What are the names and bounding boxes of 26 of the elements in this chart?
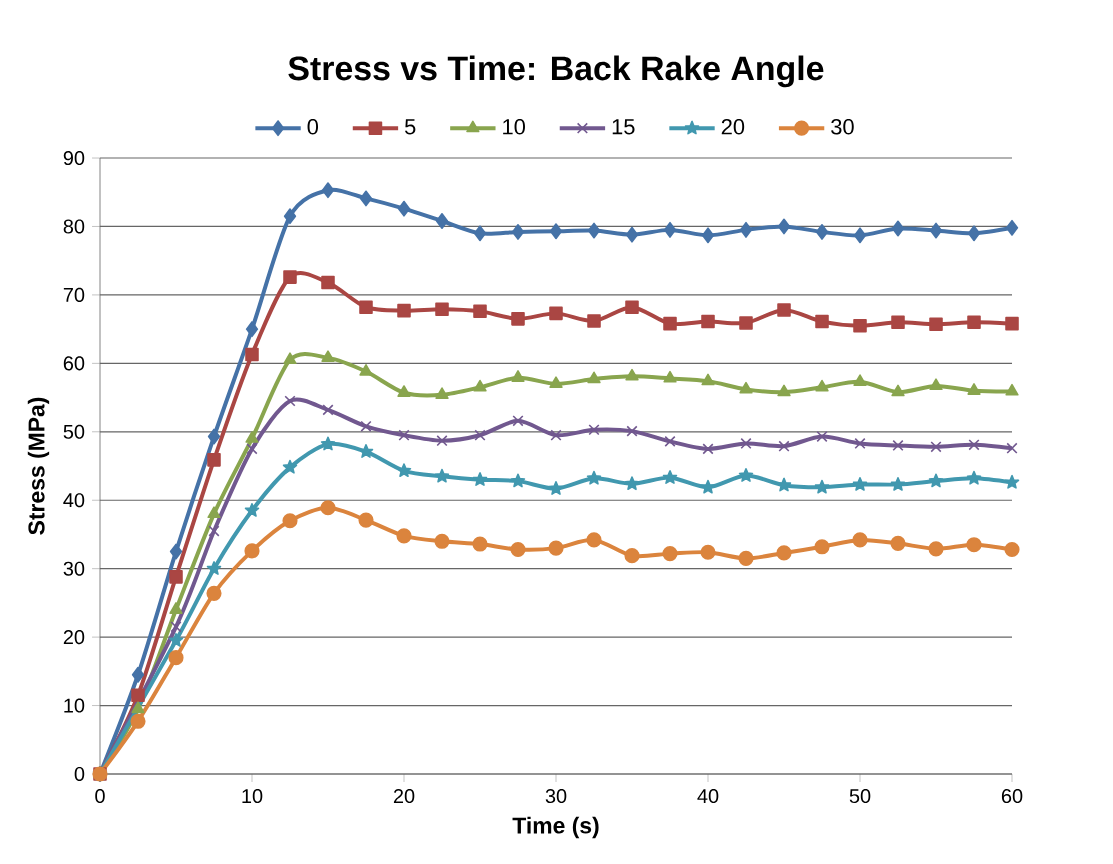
legend-label: 10 [503, 119, 525, 135]
y-tick-label: 50 [63, 424, 85, 439]
y-tick-label: 70 [63, 287, 85, 302]
x-tick-label: 10 [242, 789, 263, 804]
y-tick-label: 40 [63, 493, 85, 508]
y-tick-label: 20 [63, 630, 85, 645]
x-tick-label: 50 [849, 789, 871, 804]
x-tick-label: 0 [95, 789, 105, 804]
legend-label: 5 [404, 119, 416, 135]
y-tick-label: 60 [63, 356, 85, 371]
legend-label: 15 [612, 119, 635, 135]
legend-label: 30 [831, 119, 854, 135]
x-axis-title: Time (s) [512, 816, 599, 839]
legend-label: 20 [721, 119, 745, 135]
y-tick-label: 30 [63, 561, 85, 576]
x-tick-label: 20 [393, 789, 415, 804]
y-tick-label: 90 [63, 150, 85, 166]
y-tick-label: 0 [74, 766, 85, 782]
x-tick-label: 40 [697, 789, 719, 804]
y-axis-title: Stress (MPa) [27, 397, 50, 535]
x-tick-label: 30 [545, 789, 567, 804]
legend-label: 0 [307, 119, 319, 135]
y-tick-label: 10 [64, 698, 85, 713]
y-tick-label: 80 [63, 219, 85, 234]
chart-title: Stress vs Time: Back Rake Angle [288, 55, 824, 88]
x-tick-label: 60 [1001, 789, 1023, 804]
